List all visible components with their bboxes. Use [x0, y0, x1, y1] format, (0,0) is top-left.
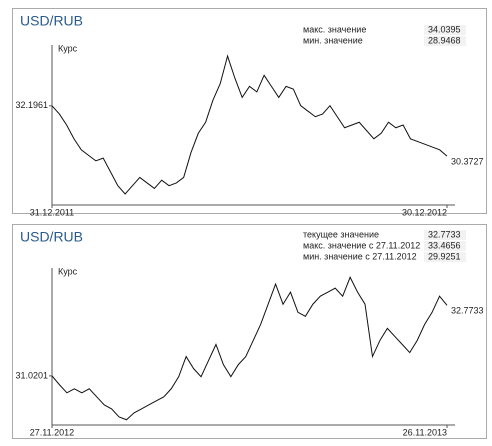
y-tick-label: 32.1961 [15, 100, 48, 110]
x-tick-label: 27.11.2012 [30, 427, 74, 437]
annotation-box [424, 230, 466, 240]
annotation-label: макс. значение с 27.11.2012 [303, 240, 420, 250]
annotation-label: мин. значение с 27.11.2012 [303, 251, 417, 261]
y-axis-label: Курс [58, 266, 78, 276]
annotation-value: 28.9468 [428, 35, 461, 45]
annotation-value: 29.9251 [428, 251, 461, 261]
last-value-label: 32.7733 [451, 306, 484, 316]
annotation-box [424, 36, 466, 46]
annotation-label: макс. значение [303, 24, 366, 34]
price-line [51, 54, 448, 195]
annotation-label: мин. значение [303, 35, 363, 45]
price-line [51, 276, 448, 421]
annotation-value: 32.7733 [428, 229, 461, 239]
panel [12, 224, 487, 439]
annotation-value: 34.0395 [428, 24, 461, 34]
chart-title: USD/RUB [20, 229, 83, 245]
x-tick-label: 31.12.2011 [30, 207, 74, 217]
x-tick-label: 30.12.2012 [402, 207, 447, 217]
last-value-label: 30.3727 [451, 156, 484, 166]
annotation-value: 33.4656 [428, 240, 461, 250]
y-tick-label: 31.0201 [15, 370, 48, 380]
y-axis-label: Курс [58, 43, 78, 53]
annotation-box [424, 241, 466, 251]
annotation-label: текущее значение [303, 229, 379, 239]
x-tick-label: 26.11.2013 [403, 427, 447, 437]
annotation-box [424, 25, 466, 35]
chart-title: USD/RUB [20, 13, 83, 29]
panel [12, 8, 487, 214]
annotation-box [424, 252, 466, 262]
